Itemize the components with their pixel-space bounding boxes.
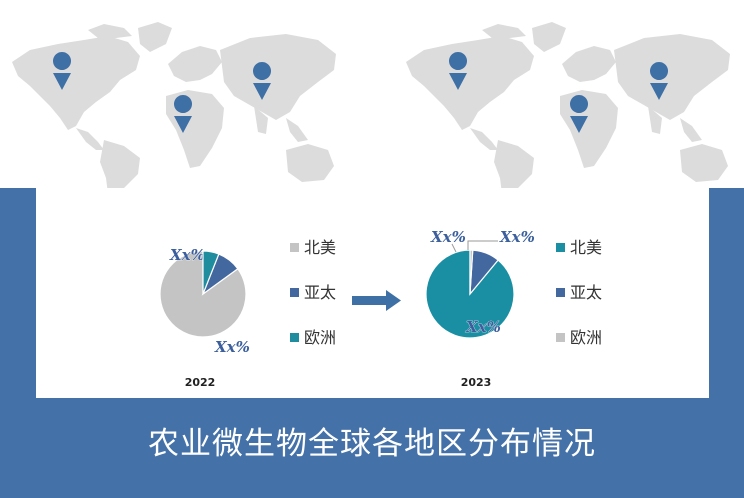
map-pin-icon — [570, 95, 589, 133]
arrow-icon — [352, 290, 401, 311]
slice-data-label: Xx% — [214, 338, 250, 356]
legend-swatch — [556, 243, 565, 252]
pie-slice — [159, 250, 247, 338]
slice-data-label: Xx% — [169, 246, 205, 264]
map-pin-icon — [253, 62, 272, 100]
legend-label: 北美 — [304, 238, 336, 257]
legend-swatch — [290, 243, 299, 252]
world-map-left — [12, 22, 336, 196]
map-pin-icon — [53, 52, 72, 90]
map-pin-icon — [650, 62, 669, 100]
slice-data-label: Xx% — [430, 228, 466, 246]
leader-line — [451, 243, 457, 253]
page-title: 农业微生物全球各地区分布情况 — [148, 426, 596, 462]
leader-line — [467, 240, 498, 250]
pie-slice — [469, 249, 474, 295]
legend-label: 欧洲 — [304, 328, 336, 347]
legend-swatch — [556, 333, 565, 342]
pie-slice — [202, 250, 220, 295]
legend-swatch — [290, 333, 299, 342]
legend-label: 欧洲 — [570, 328, 602, 347]
map-pin-icon — [174, 95, 193, 133]
slice-data-label: Xx% — [499, 228, 535, 246]
chart-panel — [36, 188, 709, 398]
legend-swatch — [290, 288, 299, 297]
year-label: 2023 — [461, 376, 492, 389]
slice-data-label: Xx% — [465, 318, 501, 336]
world-maps — [12, 22, 730, 196]
legend-label: 亚太 — [304, 283, 336, 302]
legend-swatch — [556, 288, 565, 297]
legend-label: 亚太 — [570, 283, 602, 302]
legend-label: 北美 — [570, 238, 602, 257]
map-pin-icon — [449, 52, 468, 90]
year-label: 2022 — [185, 376, 216, 389]
